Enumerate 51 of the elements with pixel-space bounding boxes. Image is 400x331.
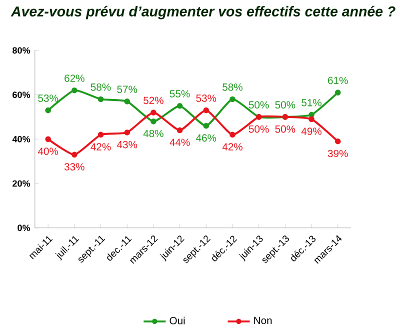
data-label: 51% <box>302 98 322 106</box>
point <box>334 90 341 96</box>
data-label: 48% <box>143 130 164 138</box>
point <box>203 122 210 129</box>
data-label: 49% <box>301 127 322 135</box>
point <box>176 127 183 134</box>
data-label: 42% <box>222 143 242 150</box>
data-label: 53% <box>196 94 216 102</box>
data-label: 50% <box>275 101 296 108</box>
point <box>230 132 236 138</box>
data-label: 44% <box>170 138 190 146</box>
y-tick-label: 40% <box>12 136 30 142</box>
point <box>203 107 210 114</box>
y-tick-label: 60% <box>12 91 30 98</box>
data-label: 33% <box>64 162 84 170</box>
point <box>124 98 130 104</box>
data-label: 58% <box>90 83 111 91</box>
data-label: 50% <box>275 125 296 133</box>
point <box>150 118 156 124</box>
data-label: 43% <box>117 140 138 148</box>
data-label: 55% <box>170 90 190 98</box>
legend-label: Oui <box>170 316 185 324</box>
point <box>230 96 236 102</box>
point <box>45 136 51 142</box>
data-label: 46% <box>196 134 216 142</box>
y-tick-label: 20% <box>12 180 30 187</box>
point <box>124 129 130 136</box>
data-label: 50% <box>248 125 269 133</box>
y-tick-label: 80% <box>12 47 30 54</box>
point <box>176 102 183 109</box>
y-tick-label: 0% <box>18 224 30 231</box>
chart-title: Avez-vous prévu d’augmenter vos effectifs cette année ? <box>10 6 396 20</box>
data-label: 57% <box>117 86 138 93</box>
point <box>72 152 78 158</box>
data-label: 40% <box>38 147 58 155</box>
data-label: 53% <box>38 94 58 102</box>
point <box>98 96 104 102</box>
data-label: 42% <box>90 143 111 150</box>
point <box>45 107 51 114</box>
data-label: 62% <box>64 74 84 82</box>
data-label: 52% <box>144 96 164 104</box>
point <box>334 138 341 144</box>
data-label: 58% <box>222 83 242 91</box>
data-label: 61% <box>328 76 348 84</box>
data-label: 39% <box>328 150 348 157</box>
point <box>72 87 78 94</box>
legend-label: Non <box>254 316 272 324</box>
data-label: 50% <box>248 101 269 108</box>
point <box>308 116 314 122</box>
point <box>150 109 156 116</box>
point <box>98 132 104 138</box>
